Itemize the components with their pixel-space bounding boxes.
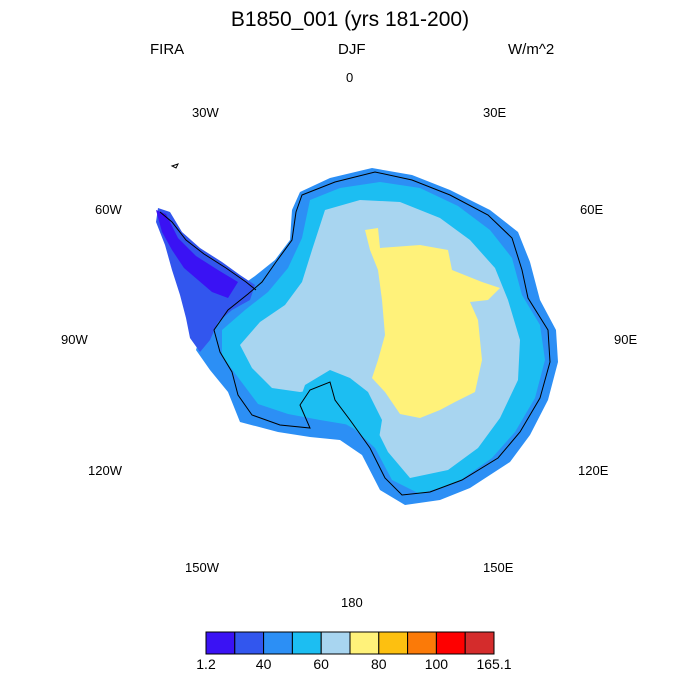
colorbar-tick-label: 1.2 [196, 656, 216, 672]
lon-label-90e: 90E [614, 332, 638, 347]
lon-label-180: 180 [341, 595, 363, 610]
lon-label-150w: 150W [185, 560, 219, 575]
plot-title: B1850_001 (yrs 181-200) [230, 8, 470, 31]
colorbar-tick-label: 100 [424, 656, 449, 672]
island-outline [170, 163, 179, 169]
lon-label-60w: 60W [95, 202, 122, 217]
lon-label-120e: 120E [578, 463, 609, 478]
variable-label: FIRA [150, 41, 185, 58]
coastline [213, 171, 551, 496]
lon-label-30e: 30E [483, 105, 507, 120]
lon-label-30w: 30W [192, 105, 219, 120]
colorbar-tick-label: 80 [371, 656, 387, 672]
peninsula-coastline [159, 211, 257, 291]
colorbar-tick-label: 40 [255, 656, 272, 672]
lon-label-0: 0 [346, 70, 354, 85]
colorbar-tick-label: 60 [313, 656, 329, 672]
season-label: DJF [338, 41, 366, 58]
map-interior-high-region [365, 228, 500, 418]
map-ross-shelf [298, 370, 382, 445]
lon-label-90w: 90W [61, 332, 88, 347]
lon-label-120w: 120W [88, 463, 122, 478]
lon-label-150e: 150E [483, 560, 514, 575]
lon-label-60e: 60E [580, 202, 604, 217]
map-peninsula-min [156, 210, 238, 298]
units-label: W/m^2 [508, 41, 555, 58]
colorbar-tick-label: 165.1 [476, 656, 512, 672]
